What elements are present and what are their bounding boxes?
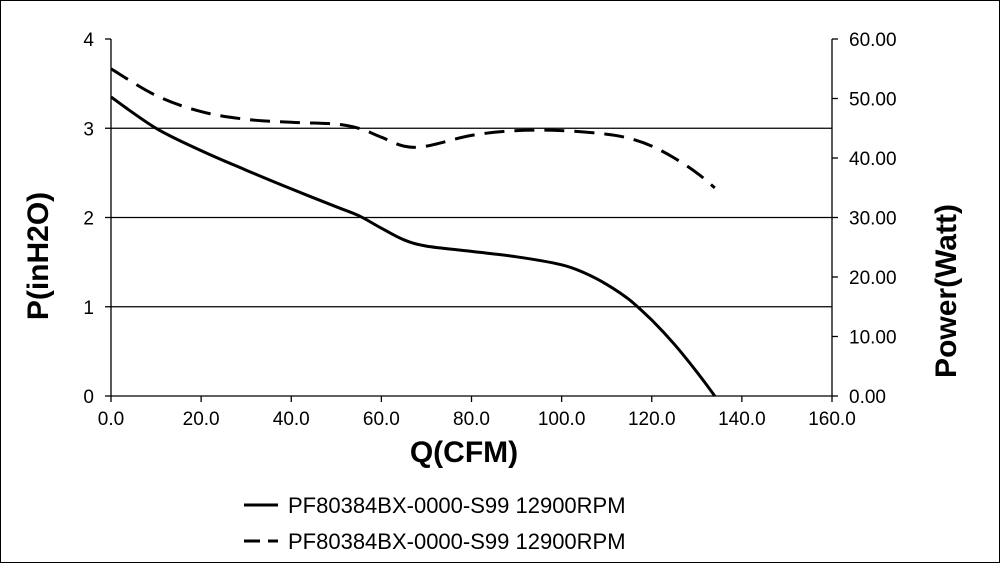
- y2-tick-label: 0.00: [849, 387, 886, 408]
- y2-tick-label: 30.00: [849, 209, 897, 230]
- y2-tick-label: 40.00: [849, 149, 897, 170]
- series-layer: [110, 67, 717, 397]
- x-tick-label: 60.0: [363, 409, 400, 430]
- x-tick-label: 0.0: [98, 409, 124, 430]
- y-tick-label: 0: [83, 387, 94, 408]
- x-tick-label: 120.0: [628, 409, 676, 430]
- y-tick-label: 4: [83, 30, 94, 51]
- y2-tick-label: 60.00: [849, 30, 897, 51]
- y-tick-label: 2: [83, 209, 94, 230]
- legend: PF80384BX-0000-S99 12900RPM PF80384BX-00…: [244, 493, 626, 554]
- legend-label-series-1: PF80384BX-0000-S99 12900RPM: [288, 493, 626, 518]
- y2-tick-label: 10.00: [849, 328, 897, 349]
- series-line-power: [110, 67, 716, 189]
- legend-label-series-2: PF80384BX-0000-S99 12900RPM: [288, 529, 626, 554]
- x-tick-label: 160.0: [808, 409, 856, 430]
- grid-layer: [111, 127, 832, 308]
- y-tick-label: 1: [83, 298, 94, 319]
- y-tick-label: 3: [83, 119, 94, 140]
- x-tick-label: 100.0: [538, 409, 586, 430]
- y2-axis-title: Power(Watt): [930, 204, 963, 378]
- y2-tick-label: 20.00: [849, 268, 897, 289]
- series-line-pressure: [110, 95, 717, 397]
- ticks-layer: 0.0 20.0 40.0 60.0 80.0 100.0 120.0 140.0 160.00…: [83, 30, 896, 430]
- x-tick-label: 20.0: [183, 409, 220, 430]
- x-tick-label: 140.0: [718, 409, 766, 430]
- x-tick-label: 80.0: [453, 409, 490, 430]
- x-axis-title: Q(CFM): [410, 436, 518, 469]
- y-axis-title: P(inH2O): [22, 192, 55, 320]
- y2-tick-label: 50.00: [849, 90, 897, 111]
- x-tick-label: 40.0: [273, 409, 310, 430]
